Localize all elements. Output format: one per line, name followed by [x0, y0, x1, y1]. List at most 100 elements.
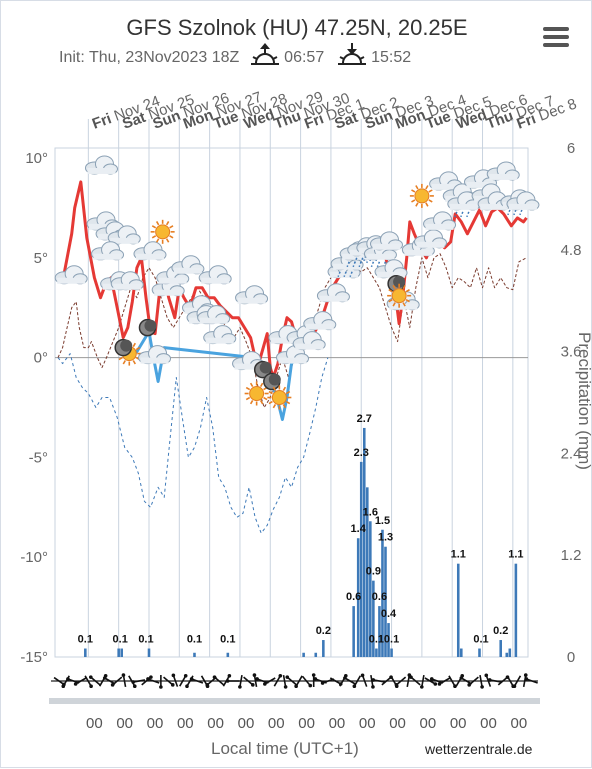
wind-barb-tip: [170, 683, 175, 687]
wind-barb-tip: [110, 683, 115, 687]
sun-ray: [155, 238, 160, 243]
cloud-icon-part: [234, 363, 263, 370]
time-label: 00: [238, 715, 255, 732]
cloud-icon-part: [88, 223, 117, 230]
sun-ray: [411, 189, 416, 193]
wind-barb-tip: [467, 683, 471, 687]
wind-barb: [112, 676, 123, 686]
wind-barb-tip: [149, 675, 153, 679]
cloud-icon: [197, 305, 231, 325]
precip-bar: [302, 652, 305, 657]
wind-barb: [122, 674, 127, 688]
wind-barb: [243, 676, 254, 686]
sun-ray: [249, 400, 254, 405]
sunset-icon: [337, 43, 366, 65]
rain-cloud-icon: [447, 191, 481, 218]
moon-shadow: [144, 319, 157, 332]
sun-ray: [415, 202, 419, 207]
temp-tick-label: 5°: [34, 250, 48, 267]
wind-barb-tip: [255, 677, 259, 681]
time-label: 00: [147, 715, 164, 732]
precip-tick-label: 0: [567, 649, 575, 666]
cloud-icon-part: [508, 203, 537, 210]
cloud-icon-part: [173, 267, 202, 274]
sun-ray: [428, 199, 433, 203]
wind-barb-tip: [285, 675, 290, 679]
wind-barb-tip: [189, 677, 194, 681]
cloud-icon-part: [372, 243, 401, 250]
wind-barb: [448, 675, 456, 687]
cloud-icon-part: [201, 277, 230, 284]
sun-disc: [391, 288, 407, 304]
menu-icon[interactable]: [543, 27, 569, 51]
wind-barb-tip: [523, 673, 528, 677]
precip-value-label: 1.4: [351, 523, 367, 535]
wind-barb-tip: [250, 683, 255, 687]
sun-ray: [155, 221, 160, 226]
time-label: 00: [298, 715, 315, 732]
wind-barb: [264, 677, 276, 685]
time-label: 00: [420, 715, 437, 732]
wind-barb-tip: [238, 685, 242, 689]
wind-barb: [172, 675, 179, 687]
cloud-icon-part: [431, 183, 460, 190]
wind-barb: [132, 679, 146, 683]
moon-shadow: [259, 361, 272, 374]
precip-value-label: 0.6: [346, 591, 361, 603]
precip-bar: [508, 648, 512, 657]
wind-barb-tip: [205, 683, 210, 687]
wind-barb: [489, 679, 502, 683]
cloud-icon: [171, 255, 205, 275]
rain-drop: [460, 211, 464, 218]
time-label: 00: [268, 715, 285, 732]
moon-icon: [114, 338, 133, 357]
precip-bar: [514, 563, 518, 657]
sun-ray: [282, 404, 287, 409]
cloud-icon: [413, 229, 447, 249]
wind-barb: [439, 677, 451, 685]
cloud-icon-part: [154, 289, 183, 296]
day-label-dow: Fri: [90, 109, 118, 133]
precip-tick-label: 4.8: [561, 242, 582, 259]
cloud-icon: [133, 241, 167, 261]
precip-bar: [384, 546, 387, 657]
cloud-icon: [110, 271, 144, 291]
wind-barb-tip: [394, 683, 399, 687]
time-label: 00: [177, 715, 194, 732]
wind-barb-tip: [61, 684, 66, 688]
precip-bar: [322, 640, 325, 657]
cloud-icon-part: [278, 357, 307, 364]
time-label: 00: [86, 715, 103, 732]
wind-barb: [424, 677, 436, 685]
cloud-icon: [91, 241, 125, 261]
wind-barb: [460, 677, 473, 685]
wind-barb-tip: [409, 675, 413, 679]
sun-ray: [402, 302, 406, 307]
cloud-icon-part: [319, 295, 348, 302]
rain-drop: [346, 261, 350, 268]
cloud-icon-part: [416, 241, 445, 248]
temp-tick-label: 0°: [34, 350, 48, 367]
wind-barb: [75, 677, 87, 685]
sun-ray: [169, 225, 174, 229]
cloud-icon-part: [305, 323, 334, 330]
wind-barb: [147, 678, 160, 684]
temp-tick-label: -15°: [20, 649, 48, 666]
wind-barb-tip: [311, 673, 316, 677]
wind-barb-tip: [278, 674, 283, 678]
wind-barb-tip: [429, 677, 434, 681]
wind-barb-tip: [183, 674, 188, 678]
wind-barb: [479, 674, 483, 688]
precip-bar: [390, 648, 393, 657]
precip-bar: [226, 652, 230, 657]
wind-barb: [53, 676, 65, 686]
rain-drop: [360, 257, 364, 264]
wind-barb: [84, 675, 92, 687]
precip-bars-layer: [84, 427, 518, 657]
cloud-icon-part: [389, 303, 418, 310]
temp-tick-label: -10°: [20, 549, 48, 566]
wind-barb: [179, 675, 187, 687]
precip-value-label: 0.1: [138, 634, 153, 646]
cloud-icon-part: [199, 317, 228, 324]
